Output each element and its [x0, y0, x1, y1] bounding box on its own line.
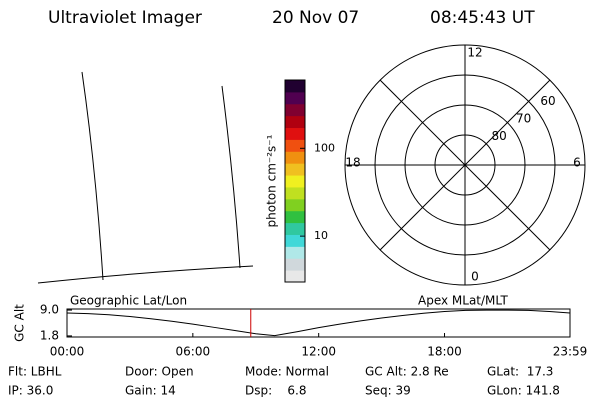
date: 20 Nov 07 [272, 8, 359, 28]
color-step [285, 163, 305, 176]
mlt-label: 18 [345, 156, 360, 170]
panel-label: Geographic Lat/Lon [70, 294, 187, 308]
color-step [285, 210, 305, 224]
panel-label: Apex MLat/MLT [418, 294, 508, 308]
color-step [285, 198, 305, 212]
colorbar-frame [284, 79, 306, 283]
mlt-label: 0 [471, 270, 479, 284]
color-step [285, 139, 305, 152]
lat-line [37, 265, 254, 284]
info-field: IP: 36.0 [8, 384, 53, 398]
lon-line [221, 85, 241, 269]
mlt-spoke [379, 79, 551, 251]
color-step [285, 80, 305, 93]
colorbar-tick-label: 10 [314, 229, 328, 242]
color-step [285, 186, 305, 200]
info-field: Mode: Normal [245, 365, 329, 379]
info-field: Flt: LBHL [8, 365, 62, 379]
mlt-label: 12 [467, 46, 482, 60]
lat-label: 60 [540, 94, 555, 108]
info-field: Gain: 14 [125, 384, 176, 398]
time: 08:45:43 UT [430, 8, 535, 28]
color-step [285, 115, 305, 129]
color-step [285, 222, 305, 235]
lon-line [81, 71, 104, 281]
y-axis-label: GC Alt [13, 304, 27, 342]
x-tick-label: 18:00 [427, 345, 462, 359]
color-step [285, 175, 305, 188]
color-step [285, 91, 305, 105]
color-step [285, 234, 305, 247]
colorbar-label: photon cm⁻²s⁻¹ [265, 134, 279, 227]
mlt-label: 6 [573, 156, 581, 170]
color-step [285, 151, 305, 164]
info-field: GLat: 17.3 [487, 365, 553, 379]
colorbar: 10 100 [284, 79, 335, 283]
info-field: Dsp: 6.8 [245, 384, 307, 398]
plot-frame [66, 308, 571, 338]
info-field: GLon: 141.8 [487, 384, 560, 398]
info-panel: Flt: LBHL Door: Open Mode: Normal GC Alt: 2… [8, 365, 560, 398]
altitude-plot: 9.0 1.8 00:00 06:00 12:00 18:00 23:59 [40, 303, 587, 359]
x-tick-label: 23:59 [553, 345, 588, 359]
y-tick-label: 9.0 [40, 303, 59, 317]
title: Ultraviolet Imager [48, 8, 202, 28]
info-field: GC Alt: 2.8 Re [365, 365, 449, 379]
geo-grid [37, 71, 254, 284]
altitude-line [66, 309, 571, 337]
info-field: Door: Open [125, 365, 194, 379]
color-step [285, 127, 305, 140]
color-step [285, 246, 305, 259]
color-step [285, 270, 305, 283]
lat-label: 80 [492, 129, 507, 143]
x-tick-label: 06:00 [176, 345, 211, 359]
x-tick-label: 12:00 [301, 345, 336, 359]
color-step [285, 103, 305, 117]
y-tick-label: 1.8 [40, 328, 59, 342]
lat-label: 70 [516, 112, 531, 126]
x-tick-label: 00:00 [50, 345, 85, 359]
color-step [285, 258, 305, 271]
colorbar-tick-label: 100 [314, 141, 335, 154]
info-field: Seq: 39 [365, 384, 411, 398]
